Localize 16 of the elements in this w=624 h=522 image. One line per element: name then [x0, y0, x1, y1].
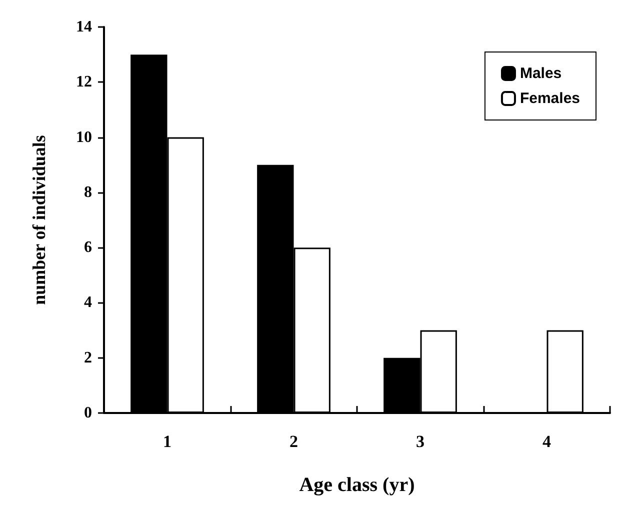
x-tick-label: 4 — [542, 432, 552, 451]
x-tick-label: 2 — [290, 432, 298, 451]
legend-label: Females — [520, 90, 580, 107]
y-tick-label: 4 — [84, 294, 92, 312]
x-tick-label: 1 — [163, 432, 172, 451]
x-axis-title: Age class (yr) — [299, 474, 415, 496]
x-tick-label: 3 — [416, 432, 424, 451]
y-tick-label: 12 — [76, 74, 92, 91]
y-tick-label: 0 — [84, 404, 92, 422]
y-tick-label: 2 — [84, 349, 92, 366]
y-tick-label: 6 — [84, 239, 92, 256]
y-tick-label: 8 — [84, 184, 92, 201]
y-tick-label: 14 — [76, 18, 92, 36]
y-tick-label: 10 — [76, 128, 92, 146]
legend-label: Males — [520, 65, 562, 82]
y-axis-title: number of individuals — [29, 135, 49, 305]
